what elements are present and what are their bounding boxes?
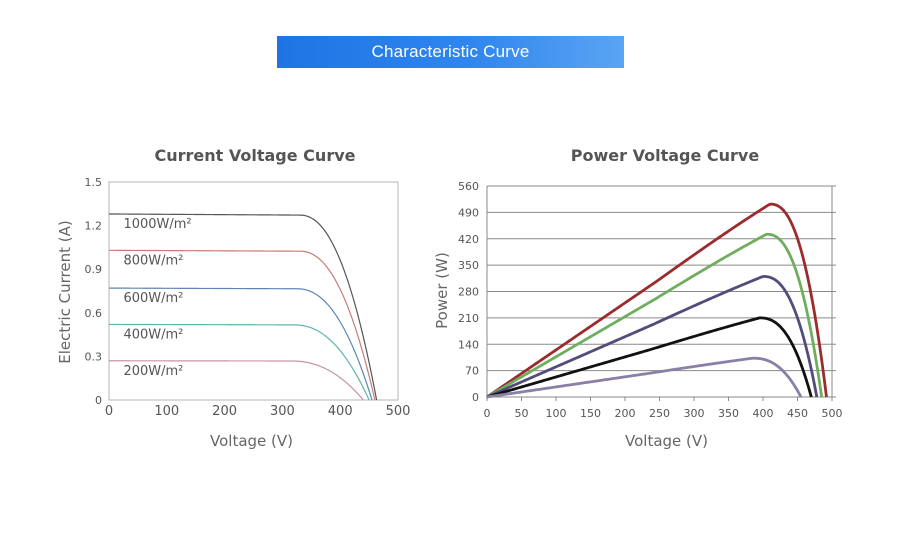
iv-curve-label: 1000W/m² xyxy=(123,217,191,232)
iv-x-tick-label: 0 xyxy=(105,404,113,419)
iv-curve-4 xyxy=(109,323,370,401)
iv-curve-5 xyxy=(109,360,364,401)
pv-curve-4 xyxy=(486,316,813,399)
iv-plot-frame xyxy=(108,181,399,401)
pv-x-tick-label: 500 xyxy=(822,407,843,420)
pv-y-tick-label: 70 xyxy=(465,365,479,378)
iv-y-tick-label: 0.6 xyxy=(85,307,103,320)
pv-y-tick-label: 210 xyxy=(458,312,479,325)
iv-x-tick-label: 100 xyxy=(154,404,179,419)
iv-chart-title: Current Voltage Curve xyxy=(154,146,356,165)
iv-curve-label: 200W/m² xyxy=(123,364,183,379)
pv-y-tick-label: 0 xyxy=(472,391,479,404)
pv-x-tick-label: 150 xyxy=(580,407,601,420)
pv-curve-5 xyxy=(486,356,803,399)
pv-y-tick-label: 350 xyxy=(458,259,479,272)
pv-x-tick-label: 350 xyxy=(718,407,739,420)
pv-x-tick-label: 0 xyxy=(484,407,491,420)
section-banner: Characteristic Curve xyxy=(277,36,624,68)
pv-y-axis-label: Power (W) xyxy=(433,252,451,329)
iv-y-tick-label: 1.2 xyxy=(85,220,103,233)
pv-y-tick-label: 560 xyxy=(458,180,479,193)
pv-x-tick-label: 100 xyxy=(546,407,567,420)
iv-curve-label: 400W/m² xyxy=(123,327,183,342)
pv-y-tick-label: 490 xyxy=(458,206,479,219)
iv-curve-label: 800W/m² xyxy=(123,253,183,268)
banner-title: Characteristic Curve xyxy=(371,42,530,61)
iv-y-tick-label: 1.5 xyxy=(85,176,103,189)
iv-x-tick-label: 300 xyxy=(270,404,295,419)
iv-y-tick-label: 0.9 xyxy=(85,263,103,276)
pv-x-tick-label: 300 xyxy=(684,407,705,420)
pv-x-axis-label: Voltage (V) xyxy=(625,432,708,450)
pv-curve-3 xyxy=(486,275,819,399)
pv-x-tick-label: 450 xyxy=(787,407,808,420)
iv-y-tick-label: 0.3 xyxy=(85,350,103,363)
iv-y-tick-label: 0 xyxy=(95,394,102,407)
pv-y-tick-label: 420 xyxy=(458,233,479,246)
pv-x-tick-label: 250 xyxy=(649,407,670,420)
iv-x-tick-label: 500 xyxy=(386,404,411,419)
iv-y-axis-label: Electric Current (A) xyxy=(56,220,74,363)
iv-curve-3 xyxy=(108,287,373,401)
pv-x-tick-label: 200 xyxy=(615,407,636,420)
pv-y-tick-label: 140 xyxy=(458,338,479,351)
pv-x-tick-label: 50 xyxy=(515,407,529,420)
pv-x-tick-label: 400 xyxy=(753,407,774,420)
iv-x-axis-label: Voltage (V) xyxy=(210,432,293,450)
iv-x-tick-label: 200 xyxy=(212,404,237,419)
pv-curve-2 xyxy=(486,232,824,399)
pv-y-tick-label: 280 xyxy=(458,286,479,299)
iv-curve-label: 600W/m² xyxy=(123,291,183,306)
iv-curve-1 xyxy=(108,213,378,401)
iv-x-tick-label: 400 xyxy=(328,404,353,419)
pv-curve-1 xyxy=(486,202,828,399)
iv-curve-2 xyxy=(109,249,376,401)
pv-chart-title: Power Voltage Curve xyxy=(570,146,760,165)
